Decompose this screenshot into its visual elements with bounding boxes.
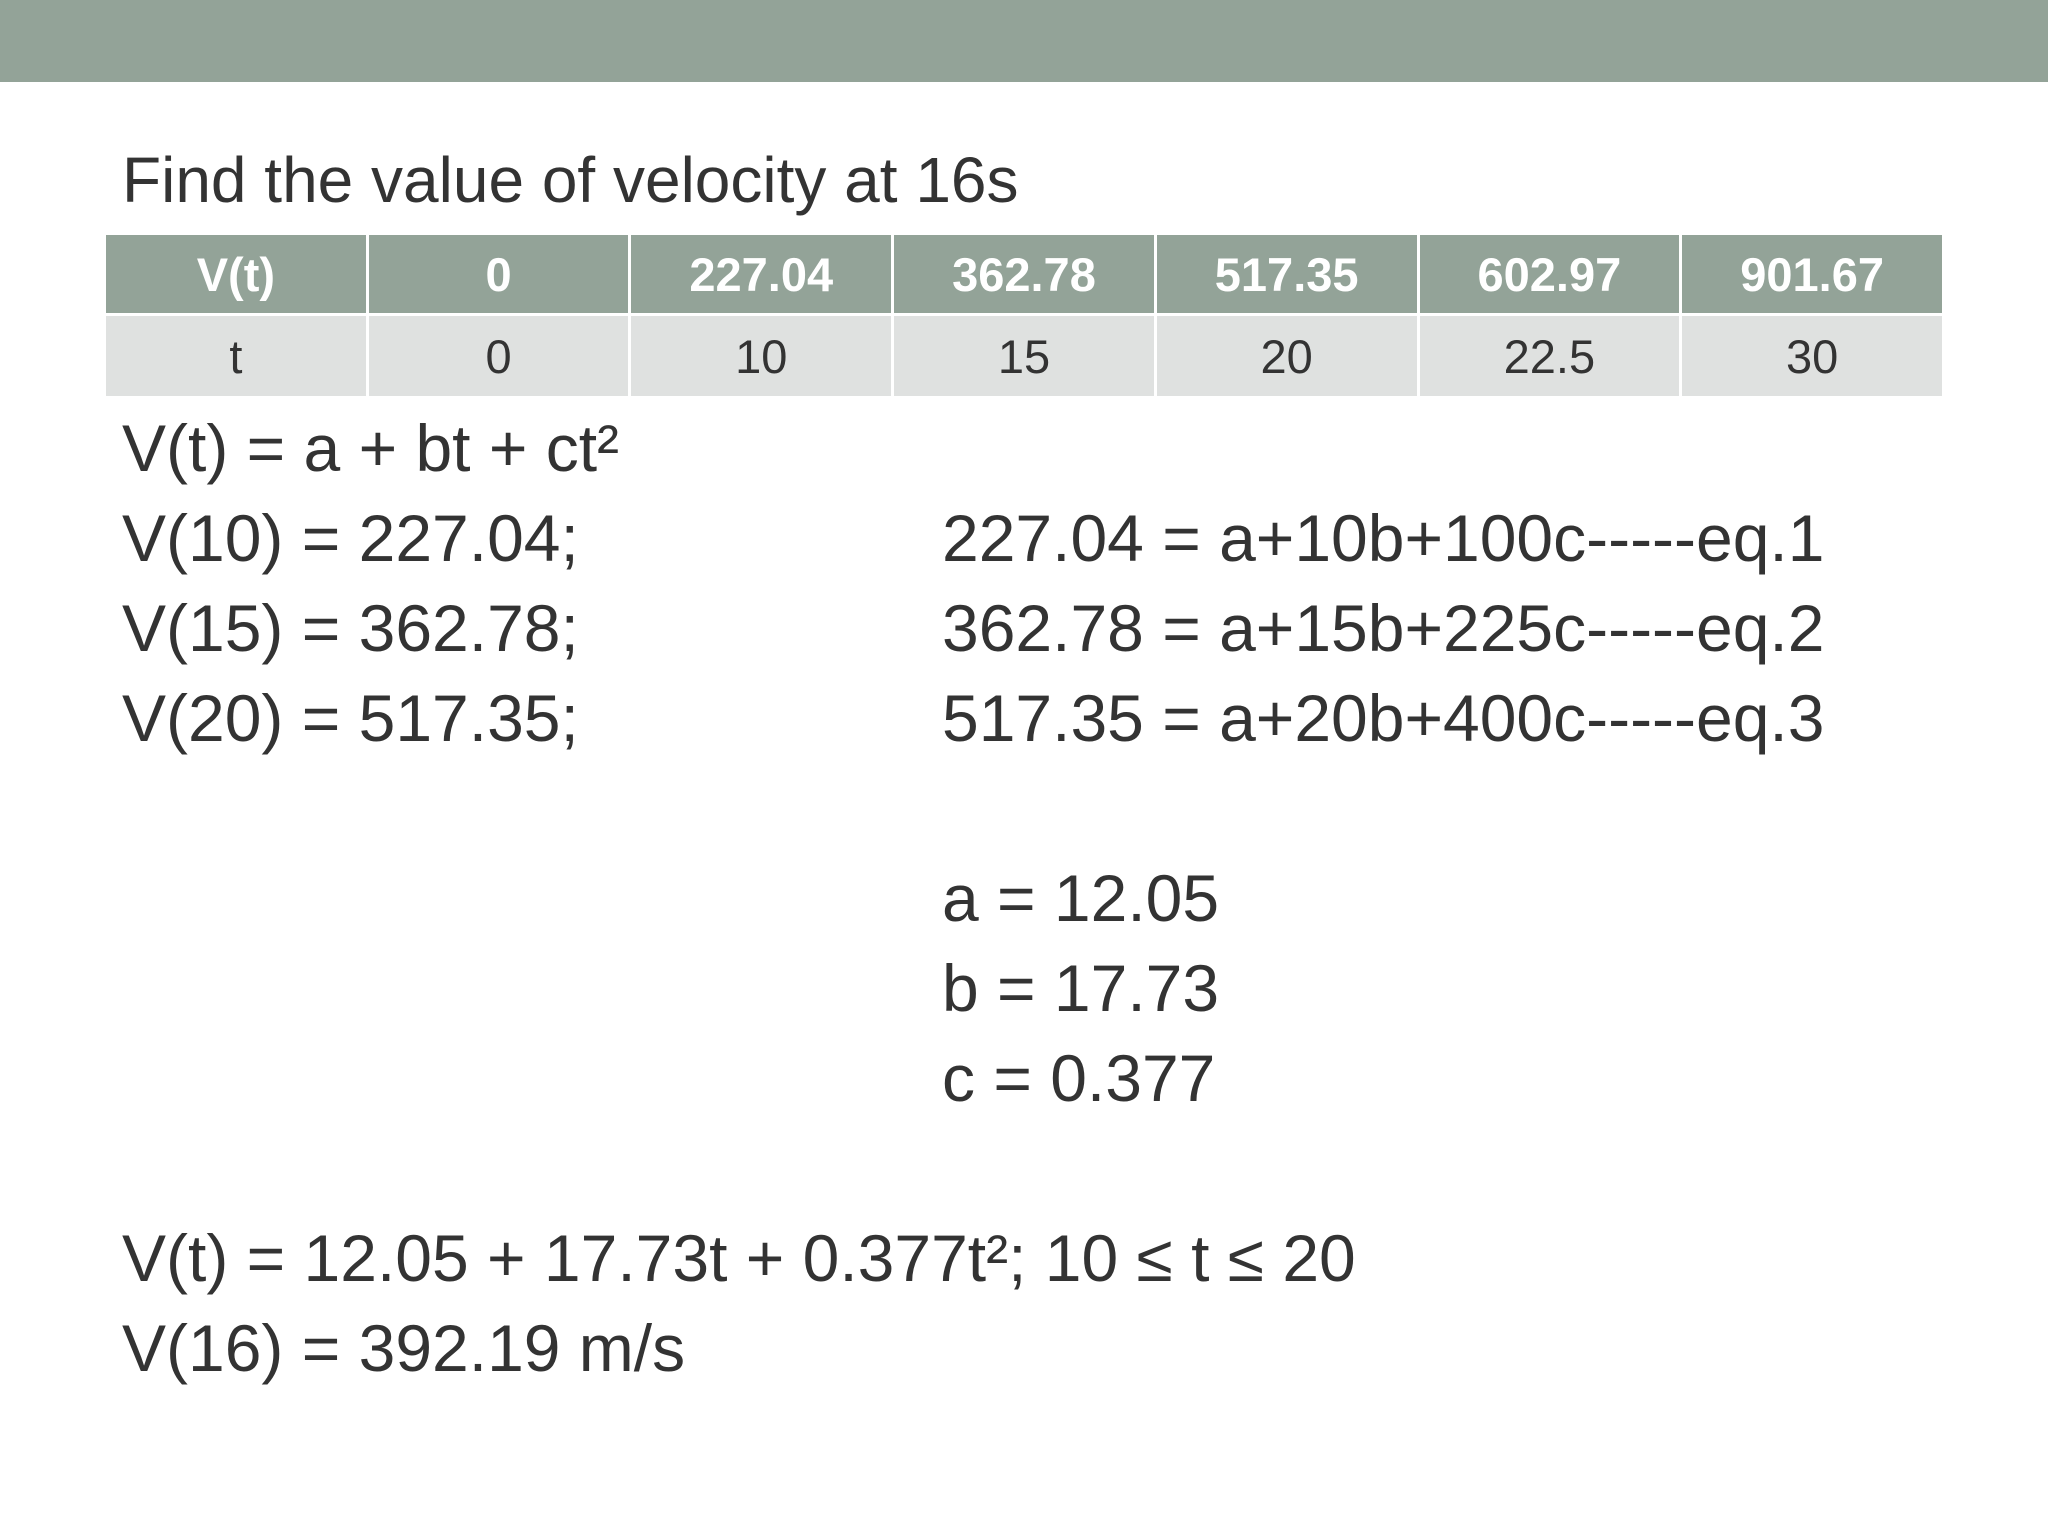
table-cell: t [103,313,369,399]
fitted-equation: V(t) = 12.05 + 17.73t + 0.377t²; 10 ≤ t … [122,1221,1356,1295]
table-cell: 602.97 [1416,232,1683,316]
coefficient-value: c = 0.377 [942,1041,1216,1115]
table-row: t 0 10 15 20 22.5 30 [103,313,1945,399]
coefficient-value: a = 12.05 [942,861,1220,935]
system-equation: 517.35 = a+20b+400c-----eq.3 [942,681,1825,755]
table-cell: 30 [1679,313,1945,399]
general-equation: V(t) = a + bt + ct² [122,411,620,485]
table-cell: 20 [1153,313,1420,399]
known-value-line: V(15) = 362.78; [122,591,579,665]
known-value-line: V(10) = 227.04; [122,501,579,575]
table-cell: 362.78 [891,232,1157,316]
slide-title: Find the value of velocity at 16s [122,144,1019,216]
table-cell: 0 [365,232,632,316]
final-answer: V(16) = 392.19 m/s [122,1311,686,1385]
table-cell: V(t) [103,232,369,316]
table-cell: 901.67 [1679,232,1945,316]
table-cell: 517.35 [1153,232,1420,316]
velocity-time-table: V(t) 0 227.04 362.78 517.35 602.97 901.6… [103,232,1945,399]
system-equation: 227.04 = a+10b+100c-----eq.1 [942,501,1825,575]
table-cell: 10 [628,313,895,399]
system-equation: 362.78 = a+15b+225c-----eq.2 [942,591,1825,665]
table-cell: 227.04 [628,232,895,316]
coefficient-value: b = 17.73 [942,951,1220,1025]
table-header-row: V(t) 0 227.04 362.78 517.35 602.97 901.6… [103,232,1945,316]
known-value-line: V(20) = 517.35; [122,681,579,755]
table-cell: 0 [365,313,632,399]
table-cell: 15 [891,313,1157,399]
top-banner [0,0,2048,82]
table-cell: 22.5 [1416,313,1683,399]
